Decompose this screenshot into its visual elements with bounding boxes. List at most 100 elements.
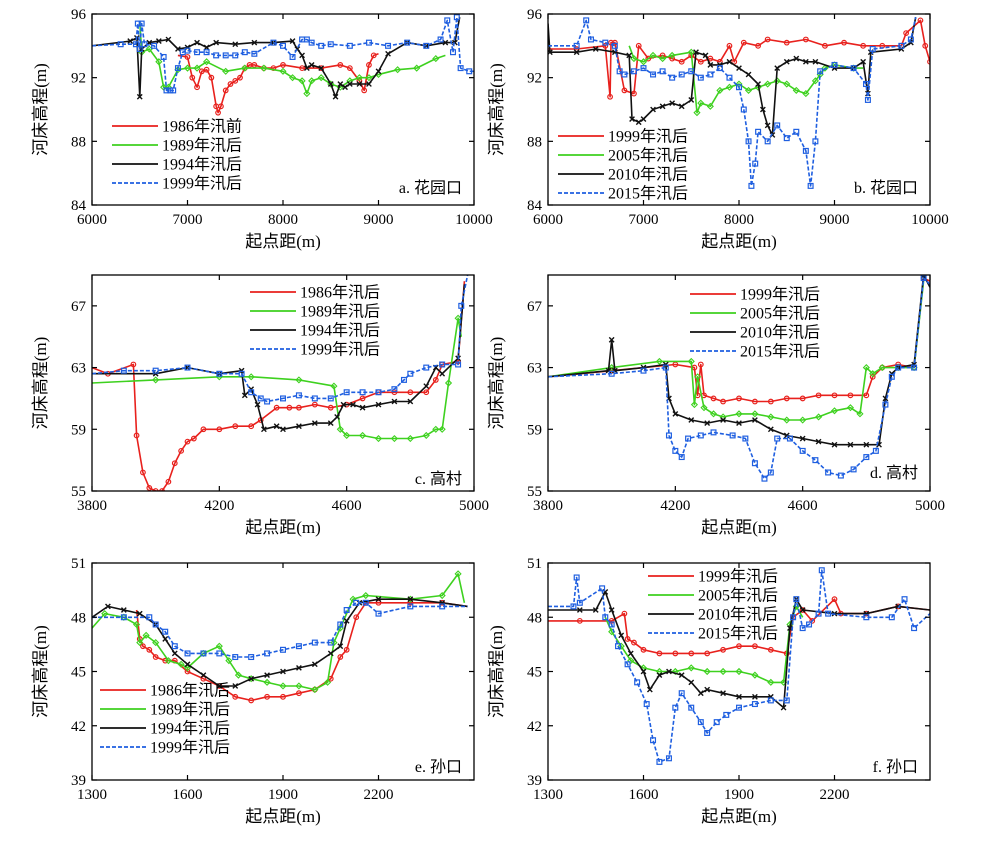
data-point [720, 398, 726, 405]
x-tick-label: 9000 [364, 212, 394, 228]
data-point [671, 667, 679, 676]
data-point [130, 361, 137, 368]
data-point [308, 39, 315, 46]
data-point [790, 614, 797, 621]
data-point [279, 67, 287, 75]
data-point [920, 275, 927, 278]
data-point [688, 97, 695, 103]
y-tick-label: 88 [527, 134, 542, 150]
legend-label: 1994年汛后 [162, 156, 242, 174]
data-point [295, 392, 302, 399]
data-point [751, 410, 759, 418]
data-point [635, 119, 642, 126]
data-point [232, 77, 239, 84]
data-point [439, 361, 446, 368]
data-point [248, 389, 255, 396]
data-point [627, 657, 635, 665]
data-point [337, 643, 344, 650]
data-point [815, 610, 822, 617]
data-point [717, 62, 723, 68]
data-point [178, 447, 185, 454]
data-point [263, 678, 271, 686]
y-tick-label: 59 [71, 422, 86, 438]
data-point [697, 58, 704, 65]
data-point [761, 475, 768, 482]
data-point [162, 636, 169, 642]
x-tick-label: 7000 [629, 212, 659, 228]
data-point [643, 701, 650, 708]
data-point [576, 607, 583, 613]
data-point [856, 410, 864, 418]
data-point [621, 610, 628, 617]
data-point [232, 683, 239, 689]
data-point [783, 432, 790, 439]
series-line-1 [92, 281, 466, 491]
data-point [238, 370, 245, 377]
legend-label: 2015年汛后 [608, 185, 688, 203]
data-point [296, 664, 302, 671]
data-point [898, 46, 905, 52]
data-point [635, 42, 642, 49]
data-point [216, 370, 223, 377]
data-point [693, 49, 699, 56]
data-point [736, 420, 742, 427]
data-point [442, 39, 449, 46]
data-point [251, 62, 258, 68]
data-point [248, 654, 255, 661]
data-point [780, 704, 787, 711]
panel-title: e. 孙口 [415, 758, 462, 776]
x-tick-label: 4600 [332, 498, 362, 514]
data-point [162, 628, 169, 635]
data-point [767, 426, 774, 433]
data-point [254, 401, 261, 408]
data-point [225, 657, 233, 665]
data-point [423, 364, 430, 371]
data-point [723, 711, 730, 718]
data-point [298, 77, 306, 85]
data-point [783, 395, 790, 402]
data-point [184, 661, 191, 668]
data-point [337, 81, 344, 87]
data-point [783, 58, 790, 65]
data-point [362, 599, 369, 606]
data-point [394, 66, 402, 74]
x-tick-label: 3800 [77, 498, 107, 514]
data-point [649, 51, 657, 59]
data-point [592, 46, 599, 52]
series-line-1 [548, 19, 930, 98]
data-point [264, 672, 270, 679]
data-point [375, 389, 382, 396]
data-point [177, 660, 185, 668]
data-point [311, 686, 319, 694]
legend-label: 1989年汛后 [300, 303, 380, 321]
data-point [336, 425, 344, 433]
data-point [662, 361, 669, 368]
data-point [735, 410, 743, 418]
data-point [350, 401, 356, 408]
data-point [764, 80, 772, 88]
y-tick-label: 45 [527, 665, 542, 681]
data-point [744, 86, 753, 94]
data-point [687, 357, 695, 365]
data-point [640, 65, 647, 72]
series-line-2 [92, 573, 466, 691]
data-point [687, 664, 695, 672]
data-point [330, 382, 338, 390]
data-point [432, 54, 440, 63]
data-point [602, 614, 609, 621]
data-point [669, 74, 676, 81]
data-point [120, 607, 127, 613]
data-point [607, 93, 613, 100]
data-point [863, 81, 870, 88]
x-tick-label: 6000 [77, 212, 107, 228]
data-point [726, 74, 733, 81]
data-point [171, 460, 178, 467]
plot-area [548, 567, 930, 765]
data-point [720, 690, 726, 697]
data-point [152, 654, 159, 660]
data-point [194, 39, 200, 46]
data-point [707, 71, 714, 78]
data-point [863, 614, 870, 621]
y-tick-label: 45 [71, 665, 86, 681]
